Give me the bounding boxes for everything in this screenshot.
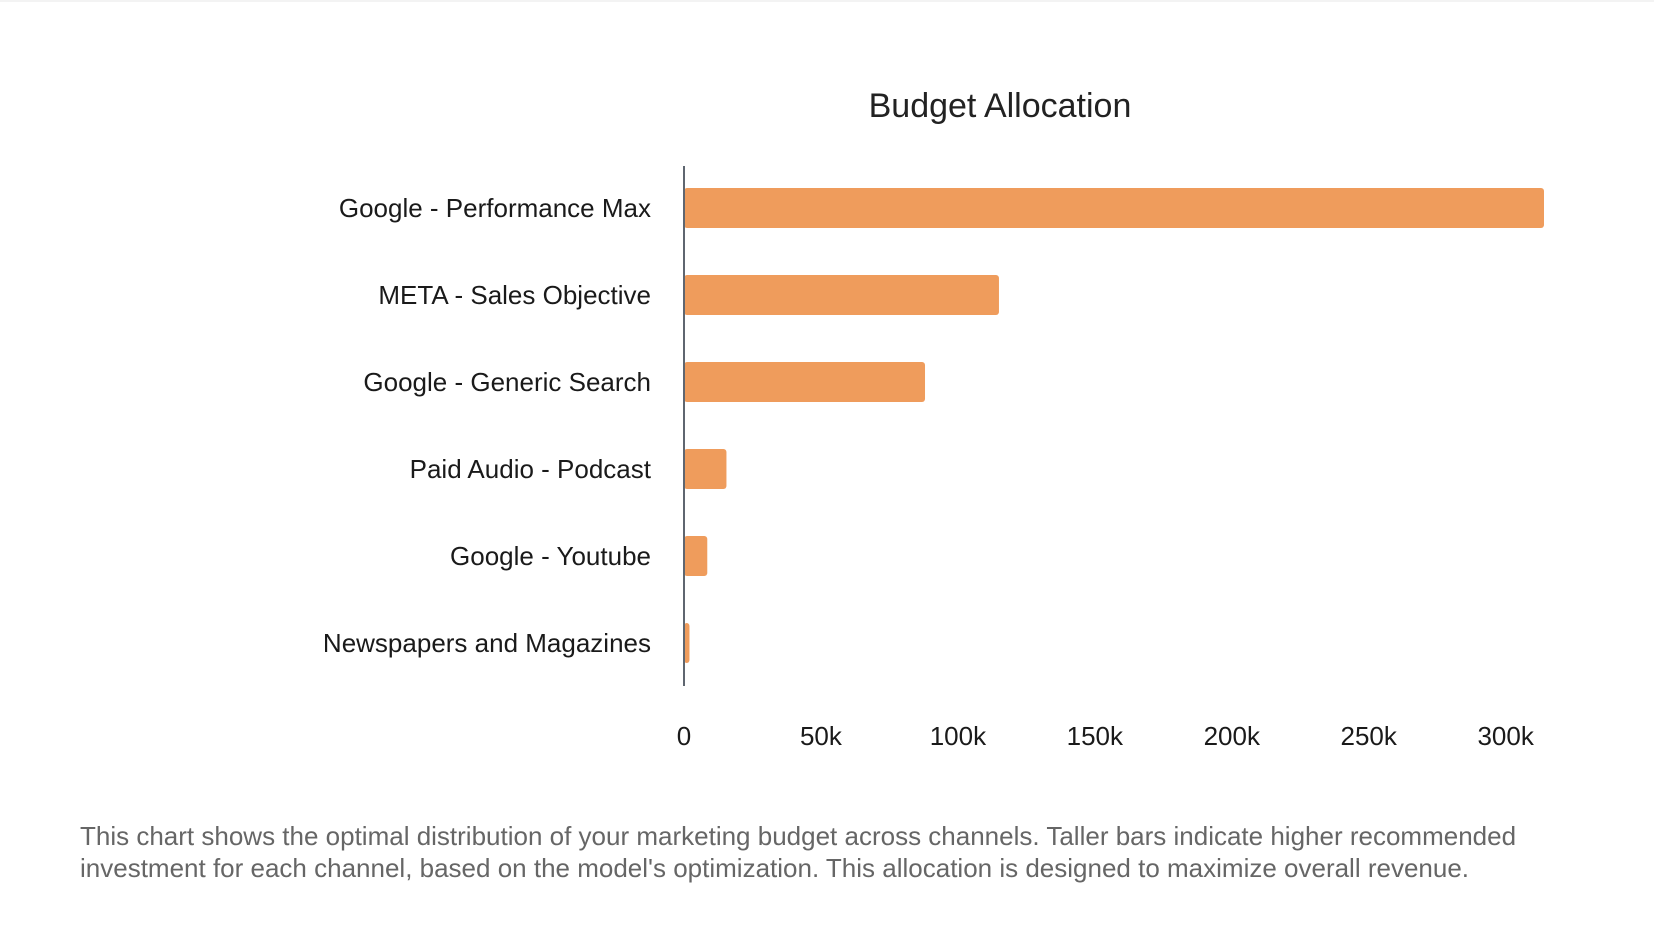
- bar-newspapers-and-magazines[interactable]: [684, 623, 690, 663]
- top-divider: [0, 0, 1654, 2]
- x-tick-label: 50k: [800, 721, 843, 751]
- chart-title: Budget Allocation: [869, 87, 1132, 125]
- x-tick-label: 250k: [1341, 721, 1398, 751]
- bar-google-performance-max[interactable]: [684, 188, 1544, 228]
- x-tick-label: 0: [677, 721, 691, 751]
- bar-google-generic-search[interactable]: [684, 362, 926, 402]
- bar-meta-sales-objective[interactable]: [684, 275, 999, 315]
- x-tick-label: 200k: [1204, 721, 1261, 751]
- bar-paid-audio-podcast[interactable]: [684, 449, 727, 489]
- category-labels: Google - Performance Max META - Sales Obj…: [323, 193, 652, 658]
- bars-layer: [684, 188, 1544, 663]
- chart-caption: This chart shows the optimal distributio…: [80, 821, 1517, 883]
- caption-container: This chart shows the optimal distributio…: [80, 820, 1540, 900]
- category-label-google-generic-search: Google - Generic Search: [363, 367, 651, 397]
- x-tick-label: 150k: [1067, 721, 1124, 751]
- category-label-google-youtube: Google - Youtube: [450, 541, 651, 571]
- category-label-google-performance-max: Google - Performance Max: [339, 193, 651, 223]
- category-label-paid-audio-podcast: Paid Audio - Podcast: [410, 454, 652, 484]
- budget-allocation-chart: Budget Allocation Google - Performance M…: [323, 87, 1544, 751]
- category-label-newspapers-and-magazines: Newspapers and Magazines: [323, 628, 651, 658]
- category-label-meta-sales-objective: META - Sales Objective: [378, 280, 651, 310]
- x-axis-ticks: 0 50k 100k 150k 200k 250k 300k: [677, 721, 1535, 751]
- bar-google-youtube[interactable]: [684, 536, 708, 576]
- x-tick-label: 300k: [1477, 721, 1534, 751]
- x-tick-label: 100k: [930, 721, 987, 751]
